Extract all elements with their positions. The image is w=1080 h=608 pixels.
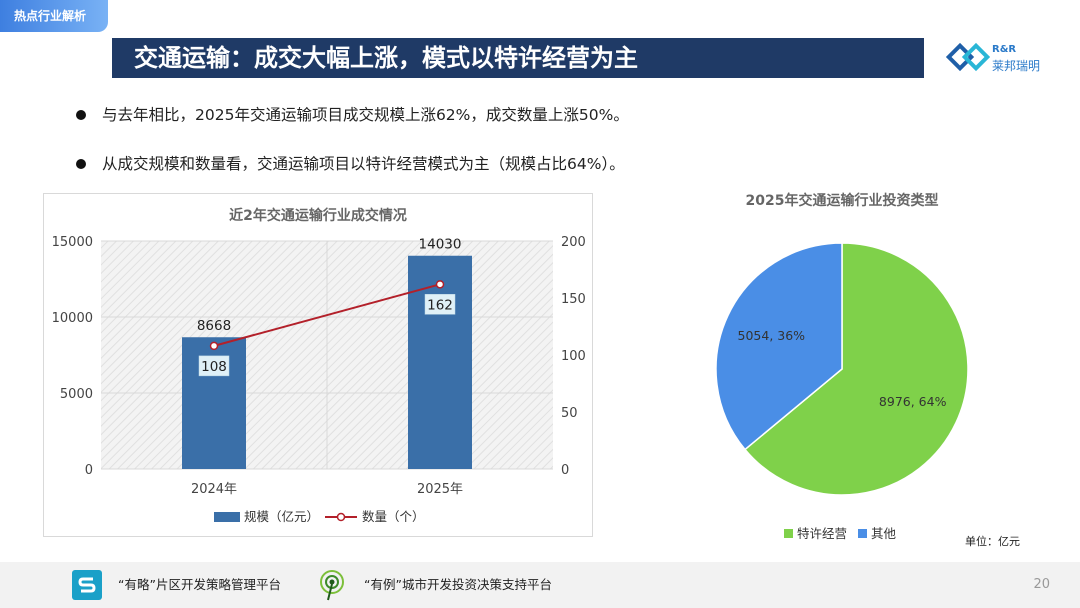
legend-label-line: 数量（个） [362, 509, 425, 524]
bar [408, 255, 472, 469]
pie-slice-label: 5054, 36% [738, 328, 806, 343]
pie-slice-label: 8976, 64% [879, 394, 947, 409]
y-left-tick-label: 5000 [60, 387, 93, 402]
logo-text-cn: 莱邦瑞明 [992, 59, 1041, 73]
bullet-text: 从成交规模和数量看，交通运输项目以特许经营模式为主（规模占比64%）。 [102, 155, 625, 173]
bar-data-label: 8668 [197, 318, 231, 334]
footer-platform-decision[interactable]: “有例”城市开发投资决策支持平台 [364, 577, 552, 592]
line-data-label: 108 [201, 359, 227, 375]
pie-chart-title: 2025年交通运输行业投资类型 [746, 192, 939, 209]
bullet-dot-icon [76, 159, 86, 169]
pie-slice [715, 242, 843, 451]
line-point [435, 280, 445, 289]
footer-platform-strategy[interactable]: “有略”片区开发策略管理平台 [118, 577, 281, 592]
combo-chart-legend: 规模（亿元） 数量（个） [214, 509, 425, 524]
bullet-item: 从成交规模和数量看，交通运输项目以特许经营模式为主（规模占比64%）。 [76, 153, 1036, 175]
y-left-tick-label: 15000 [52, 235, 93, 250]
bullet-text: 与去年相比，2025年交通运输项目成交规模上涨62%，成交数量上涨50%。 [102, 106, 629, 124]
line-data-label: 162 [427, 297, 453, 313]
x-tick-label: 2025年 [417, 482, 463, 497]
legend-swatch-franchise [784, 529, 793, 538]
legend-label-bar: 规模（亿元） [244, 509, 319, 524]
pie-chart-legend: 特许经营 其他 [784, 526, 897, 541]
combo-chart-frame: 近2年交通运输行业成交情况 0 5000 10000 15000 0 50 100 150 20… [43, 193, 593, 537]
x-tick-label: 2024年 [191, 482, 237, 497]
pie-chart: 2025年交通运输行业投资类型 8976, 64% 5054, 36% 特许经营 … [715, 192, 1020, 548]
legend-label-franchise: 特许经营 [797, 526, 847, 541]
strategy-platform-icon [72, 570, 102, 600]
line-point [209, 341, 219, 351]
bullet-list: 与去年相比，2025年交通运输项目成交规模上涨62%，成交数量上涨50%。 从成… [76, 104, 1036, 202]
footer-bar: “有略”片区开发策略管理平台 “有例”城市开发投资决策支持平台 20 [0, 562, 1080, 608]
decision-platform-icon [320, 570, 344, 601]
page-number: 20 [1033, 577, 1050, 592]
y-right-tick-label: 50 [561, 406, 578, 421]
series-line [213, 283, 441, 347]
logo-text-en: R&R [992, 44, 1017, 55]
y-right-tick-label: 0 [561, 463, 569, 478]
combo-chart-title: 近2年交通运输行业成交情况 [229, 207, 407, 224]
y-left-tick-label: 10000 [52, 311, 93, 326]
logo-icon [945, 42, 991, 72]
legend-marker [336, 512, 346, 522]
line-label-box [198, 355, 230, 377]
combo-chart: 近2年交通运输行业成交情况 0 5000 10000 15000 0 50 100 150 20… [52, 207, 586, 524]
y-right-tick-label: 150 [561, 292, 586, 307]
y-right-tick-label: 200 [561, 235, 586, 250]
line-label-box [424, 294, 456, 315]
legend-label-other: 其他 [871, 526, 897, 541]
legend-swatch-other [858, 529, 867, 538]
bullet-item: 与去年相比，2025年交通运输项目成交规模上涨62%，成交数量上涨50%。 [76, 104, 1036, 126]
bullet-dot-icon [76, 110, 86, 120]
page-title: 交通运输：成交大幅上涨，模式以特许经营为主 [112, 38, 924, 78]
section-tag: 热点行业解析 [0, 0, 108, 32]
y-left-tick-label: 0 [85, 463, 93, 478]
y-right-tick-label: 100 [561, 349, 586, 364]
unit-note: 单位：亿元 [965, 534, 1020, 548]
pie-slice [743, 242, 969, 496]
legend-swatch-bar [214, 512, 240, 522]
bar-data-label: 14030 [419, 237, 462, 253]
company-logo: R&R 莱邦瑞明 [945, 42, 1066, 74]
